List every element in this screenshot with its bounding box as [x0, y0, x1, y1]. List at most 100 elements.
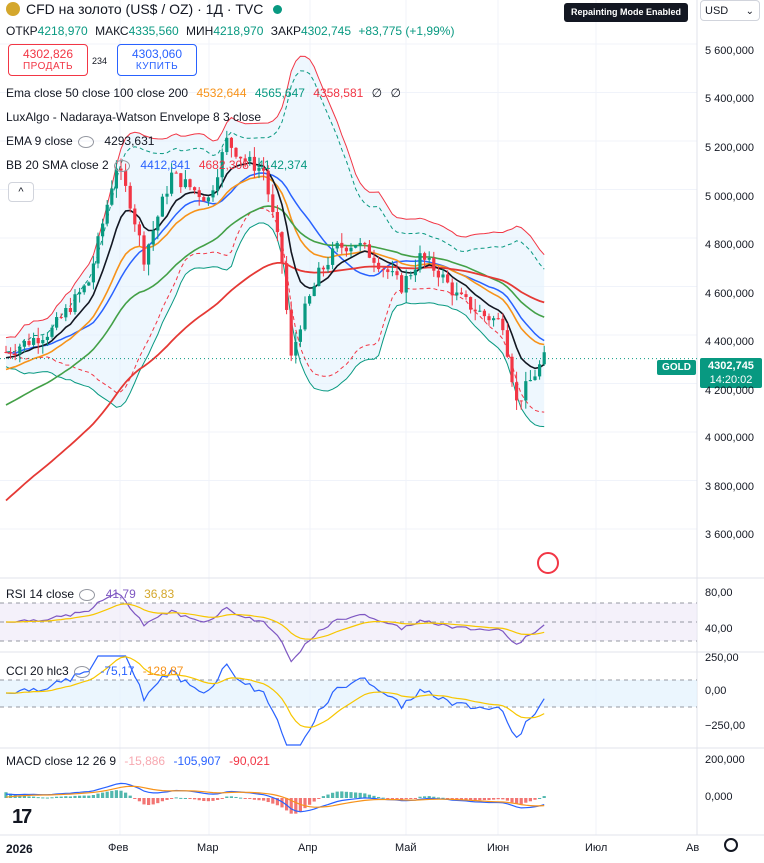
- candle-body: [156, 216, 160, 231]
- time-axis-label: Ав: [686, 842, 700, 854]
- macd-histogram-bar: [303, 798, 307, 809]
- candlestick-series: [4, 130, 546, 410]
- indicator-lines: [0, 55, 697, 574]
- candle-body: [151, 230, 155, 245]
- indicator-ema-multi[interactable]: Ema close 50 close 100 close 200 4532,64…: [6, 86, 401, 100]
- indicator-settings-icon[interactable]: [78, 135, 95, 148]
- macd-axis-label: 0,000: [705, 791, 733, 803]
- indicator-settings-icon[interactable]: [79, 588, 96, 601]
- macd-histogram-bar: [82, 795, 86, 798]
- candle-body: [404, 275, 408, 293]
- macd-histogram-bar: [427, 796, 431, 798]
- time-axis-label: Июн: [487, 842, 510, 854]
- macd-histogram-bar: [455, 798, 459, 800]
- price-axis-label: 5 200,000: [705, 142, 754, 154]
- candle-body: [82, 285, 86, 293]
- candle-body: [220, 152, 224, 178]
- macd-histogram-bar: [96, 793, 100, 798]
- cci-legend[interactable]: CCI 20 hlc3 -75,17 -128,87: [6, 664, 184, 678]
- macd-histogram-bar: [78, 795, 82, 798]
- rsi-band: [0, 603, 697, 641]
- candle-body: [381, 269, 385, 271]
- price-axis-label: 5 600,000: [705, 45, 754, 57]
- macd-histogram-bar: [183, 797, 187, 799]
- time-axis-label: Апр: [298, 842, 318, 854]
- candle-body: [505, 330, 509, 357]
- currency-select[interactable]: USD ⌄: [700, 0, 760, 21]
- candle-body: [432, 257, 436, 271]
- tradingview-logo[interactable]: 17: [12, 806, 32, 828]
- candle-body: [455, 292, 459, 296]
- macd-histogram-bar: [418, 796, 422, 798]
- rsi-line: [5, 592, 545, 663]
- macd-histogram-bar: [73, 795, 77, 798]
- macd-histogram-bar: [137, 798, 141, 802]
- sell-button[interactable]: 4302,826 ПРОДАТЬ: [8, 44, 88, 76]
- candle-body: [179, 173, 183, 188]
- indicator-settings-icon[interactable]: [114, 159, 131, 172]
- candle-body: [188, 179, 192, 188]
- price-axis-label: 3 600,000: [705, 529, 754, 541]
- macd-histogram-bar: [340, 791, 344, 798]
- gear-icon[interactable]: [724, 838, 738, 852]
- lower-panes: [0, 592, 697, 814]
- macd-histogram-bar: [142, 798, 146, 805]
- candle-body: [225, 137, 229, 153]
- macd-histogram-bar: [220, 798, 224, 799]
- price-axis-label: 3 800,000: [705, 481, 754, 493]
- macd-histogram-bar: [478, 798, 482, 801]
- macd-histogram-bar: [248, 798, 252, 799]
- macd-histogram-bar: [404, 798, 408, 800]
- candle-body: [239, 156, 243, 159]
- rsi-legend[interactable]: RSI 14 close 41,79 36,83: [6, 587, 175, 601]
- indicator-nadaraya[interactable]: LuxAlgo - Nadaraya-Watson Envelope 8 3 c…: [6, 110, 262, 124]
- macd-histogram-bar: [294, 798, 298, 814]
- macd-histogram-bar: [87, 795, 91, 798]
- candle-body: [160, 196, 164, 217]
- candle-body: [469, 297, 473, 310]
- macd-histogram-bar: [234, 796, 238, 798]
- macd-histogram-bar: [432, 796, 436, 798]
- macd-histogram-bar: [170, 798, 174, 799]
- candle-body: [413, 269, 417, 276]
- indicator-settings-icon[interactable]: [74, 665, 91, 678]
- candle-body: [386, 269, 390, 273]
- macd-histogram-bar: [335, 791, 339, 798]
- macd-histogram-bar: [68, 796, 72, 798]
- candle-body: [294, 341, 298, 356]
- macd-signal-line: [5, 785, 545, 808]
- bb-lower-line: [5, 222, 545, 428]
- candle-body: [340, 242, 344, 248]
- macd-histogram-bar: [243, 798, 247, 799]
- macd-histogram-bar: [381, 797, 385, 799]
- candle-body: [303, 303, 307, 330]
- macd-histogram-bar: [193, 798, 197, 800]
- candle-body: [358, 242, 362, 246]
- symbol-price-tag: GOLD: [657, 360, 696, 375]
- macd-histogram-bar: [505, 798, 509, 801]
- macd-histogram-bar: [91, 795, 95, 798]
- macd-histogram-bar: [423, 796, 427, 798]
- macd-histogram-bar: [266, 798, 270, 803]
- macd-histogram-bar: [524, 798, 528, 803]
- macd-histogram-bar: [9, 793, 13, 798]
- indicator-ema9[interactable]: EMA 9 close 4293,631: [6, 134, 155, 148]
- symbol-title[interactable]: CFD на золото (US$ / OZ) · 1Д · TVC: [26, 1, 264, 17]
- band-fill: [6, 56, 545, 427]
- buy-button[interactable]: 4303,060 КУПИТЬ: [117, 44, 197, 76]
- candle-body: [243, 158, 247, 162]
- candle-body: [18, 346, 22, 354]
- collapse-legend-button[interactable]: ^: [8, 182, 34, 202]
- macd-histogram-bar: [349, 792, 353, 798]
- macd-legend[interactable]: MACD close 12 26 9 -15,886 -105,907 -90,…: [6, 754, 270, 768]
- bollinger-band-fill: [6, 56, 545, 427]
- indicator-bb[interactable]: BB 20 SMA close 2 4412,341 4682,308 4142…: [6, 158, 308, 172]
- candle-body: [409, 275, 413, 277]
- candle-body: [367, 244, 371, 258]
- candle-body: [308, 296, 312, 304]
- candle-body: [124, 170, 128, 186]
- macd-histogram-bar: [229, 796, 233, 798]
- macd-histogram-bar: [59, 796, 63, 798]
- macd-histogram-bar: [501, 798, 505, 800]
